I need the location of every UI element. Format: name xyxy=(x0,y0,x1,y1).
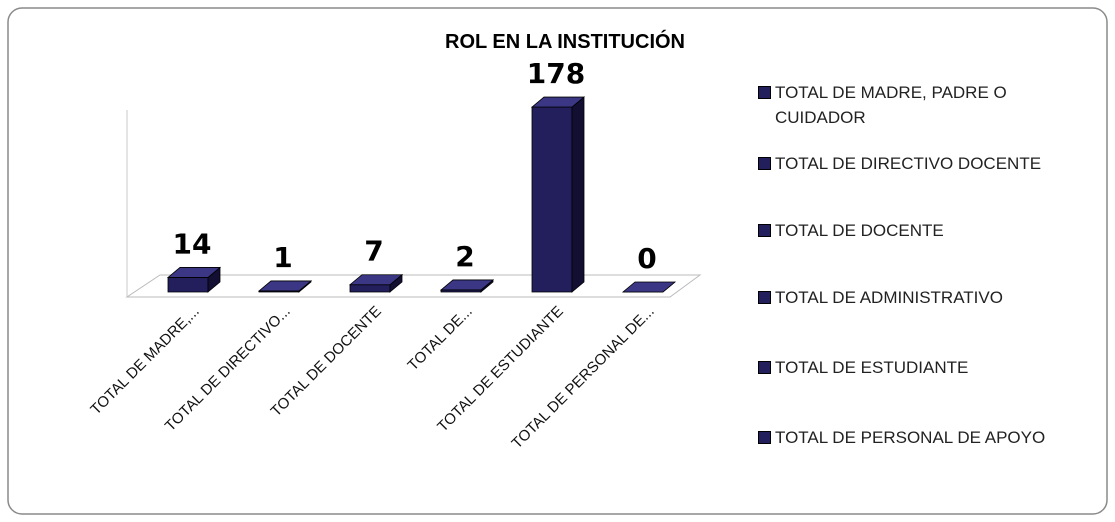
legend-swatch xyxy=(758,361,771,374)
data-label: 1 xyxy=(273,241,292,274)
legend-item: TOTAL DE DIRECTIVO DOCENTE xyxy=(758,151,1088,176)
legend-label: TOTAL DE ESTUDIANTE xyxy=(775,358,969,377)
legend-item: TOTAL DE PERSONAL DE APOYO xyxy=(758,425,1088,450)
legend-swatch xyxy=(758,86,771,99)
data-label: 0 xyxy=(637,242,656,275)
bar xyxy=(621,281,677,293)
bar-face xyxy=(530,96,586,108)
legend-swatch xyxy=(758,291,771,304)
legend-item: TOTAL DE MADRE, PADRE O CUIDADOR xyxy=(758,80,1088,130)
legend-item: TOTAL DE ADMINISTRATIVO xyxy=(758,285,1088,310)
data-label: 178 xyxy=(527,57,585,90)
legend-label: TOTAL DE MADRE, PADRE O CUIDADOR xyxy=(775,83,1007,127)
legend-label: TOTAL DE ADMINISTRATIVO xyxy=(775,288,1003,307)
legend-label: TOTAL DE DOCENTE xyxy=(775,221,944,240)
data-label: 7 xyxy=(364,235,383,268)
legend-label: TOTAL DE DIRECTIVO DOCENTE xyxy=(775,154,1042,173)
legend-swatch xyxy=(758,157,771,170)
bar xyxy=(348,273,404,293)
legend-swatch xyxy=(758,224,771,237)
data-label: 2 xyxy=(455,240,474,273)
bar-face xyxy=(166,267,222,278)
bar xyxy=(166,266,222,293)
bar xyxy=(257,280,313,293)
bar-face xyxy=(257,280,313,292)
legend-label: TOTAL DE PERSONAL DE APOYO xyxy=(775,428,1046,447)
bar-face xyxy=(348,274,404,286)
bar-face xyxy=(571,96,585,293)
legend-item: TOTAL DE ESTUDIANTE xyxy=(758,355,1088,380)
legend-swatch xyxy=(758,431,771,444)
data-label: 14 xyxy=(173,227,212,260)
bar-face xyxy=(167,277,209,293)
bar xyxy=(439,279,495,293)
chart-title: ROL EN LA INSTITUCIÓN xyxy=(445,29,685,53)
legend-item: TOTAL DE DOCENTE xyxy=(758,218,1088,243)
bar-face xyxy=(531,106,573,293)
bar-face xyxy=(439,279,495,291)
bar xyxy=(530,96,586,293)
bar-face xyxy=(621,281,677,293)
bar-face xyxy=(349,284,391,293)
